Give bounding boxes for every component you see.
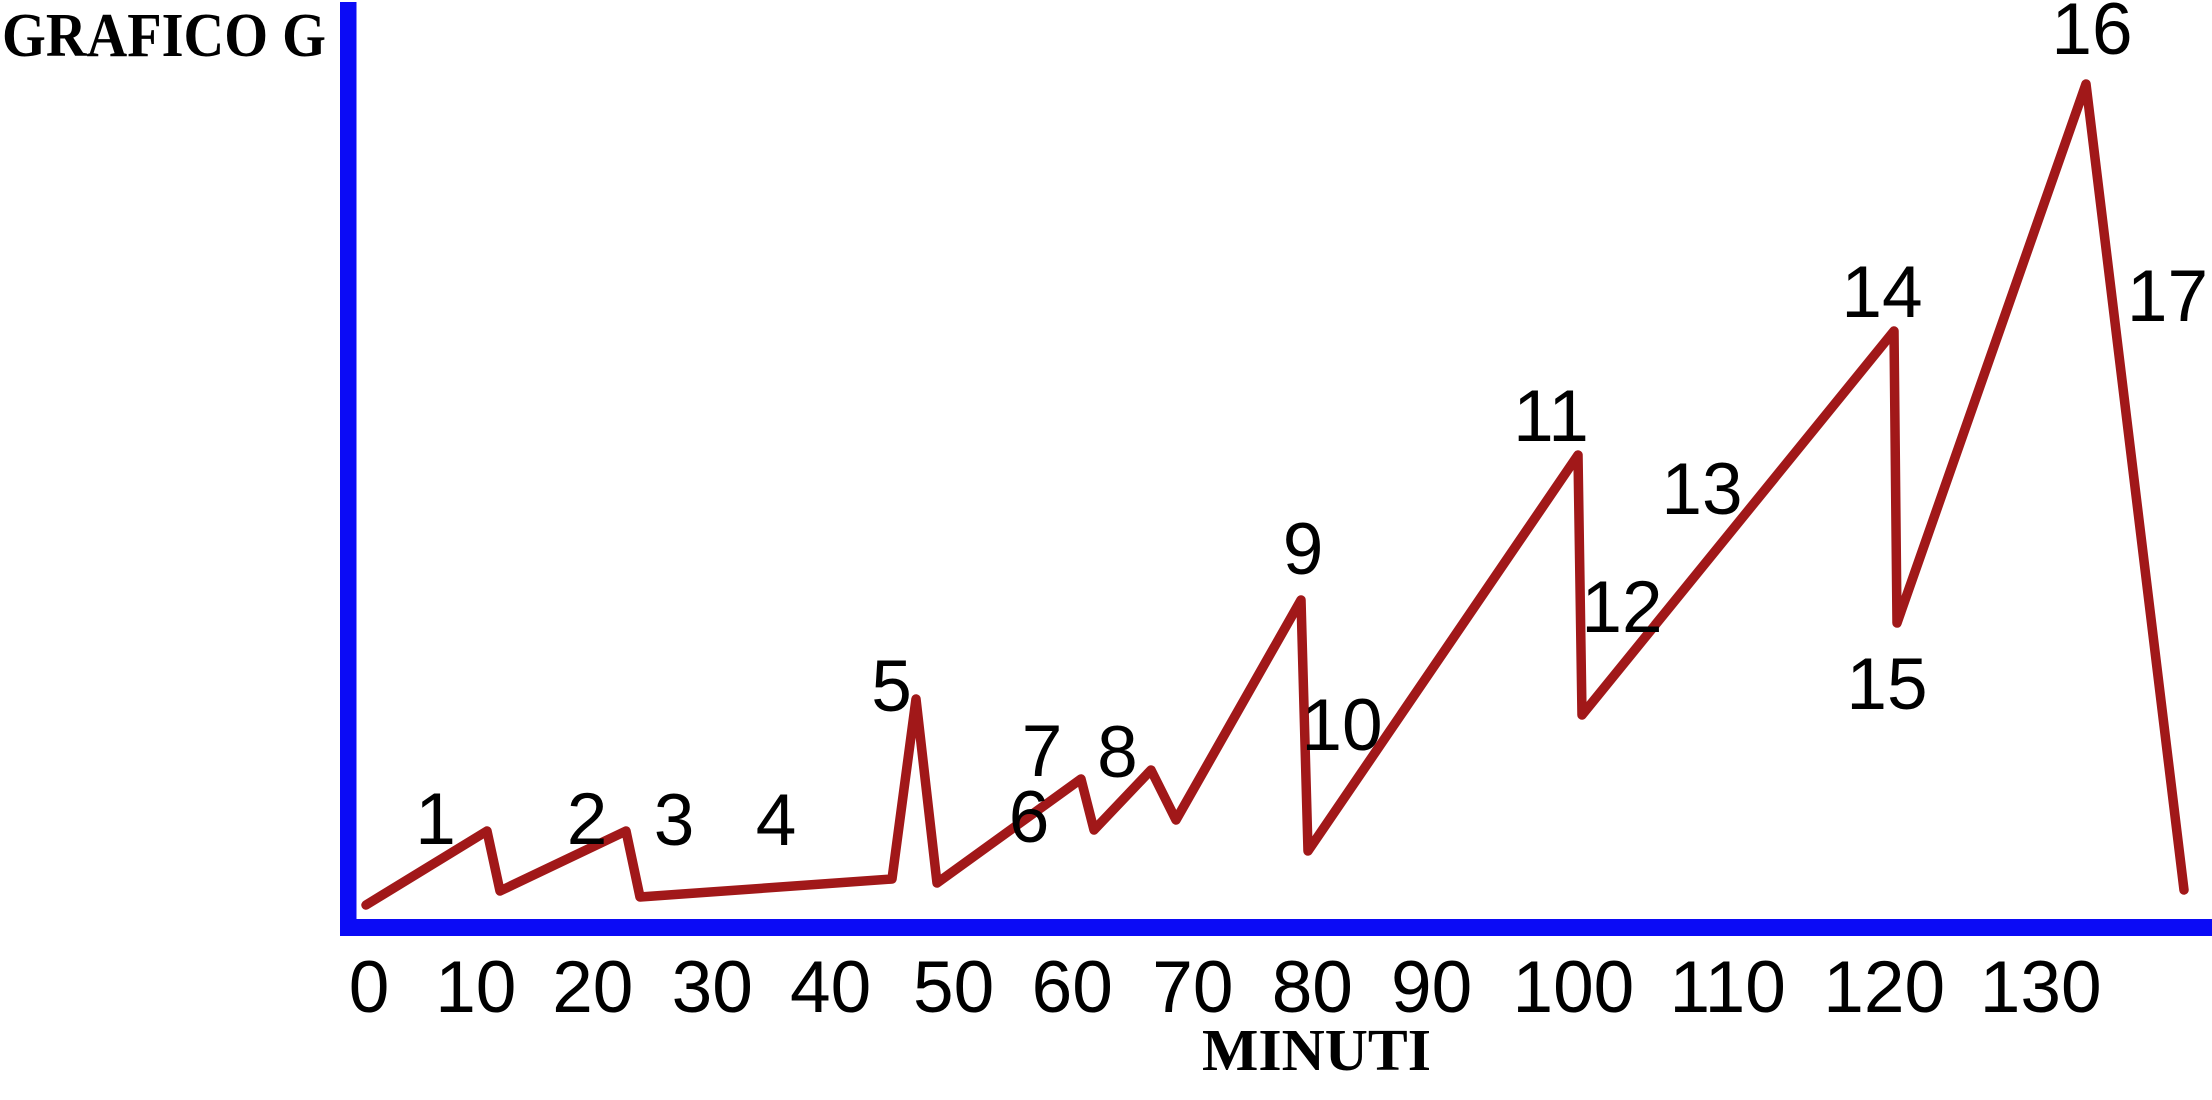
svg-text:120: 120 bbox=[1823, 947, 1945, 1028]
svg-text:1: 1 bbox=[415, 779, 456, 860]
svg-text:70: 70 bbox=[1152, 947, 1233, 1028]
svg-text:40: 40 bbox=[790, 947, 871, 1028]
svg-text:80: 80 bbox=[1272, 947, 1353, 1028]
svg-text:90: 90 bbox=[1391, 947, 1472, 1028]
svg-text:2: 2 bbox=[567, 779, 608, 860]
svg-text:9: 9 bbox=[1283, 509, 1324, 590]
svg-text:110: 110 bbox=[1670, 947, 1786, 1028]
svg-text:17: 17 bbox=[2127, 256, 2208, 337]
svg-text:10: 10 bbox=[435, 947, 516, 1028]
svg-text:20: 20 bbox=[552, 947, 633, 1028]
svg-text:10: 10 bbox=[1301, 685, 1382, 766]
svg-text:5: 5 bbox=[871, 646, 912, 727]
svg-text:16: 16 bbox=[2051, 0, 2132, 70]
svg-text:MINUTI: MINUTI bbox=[1202, 1017, 1431, 1083]
svg-text:7: 7 bbox=[1022, 711, 1063, 792]
svg-text:15: 15 bbox=[1846, 644, 1927, 725]
svg-text:100: 100 bbox=[1512, 947, 1634, 1028]
svg-text:60: 60 bbox=[1032, 947, 1113, 1028]
svg-text:0: 0 bbox=[349, 947, 390, 1028]
svg-text:3: 3 bbox=[654, 780, 695, 861]
svg-text:12: 12 bbox=[1581, 567, 1662, 648]
svg-text:50: 50 bbox=[913, 947, 994, 1028]
svg-text:13: 13 bbox=[1661, 449, 1742, 530]
svg-text:130: 130 bbox=[1980, 947, 2102, 1028]
svg-text:8: 8 bbox=[1097, 712, 1138, 793]
svg-text:6: 6 bbox=[1009, 777, 1050, 858]
svg-text:11: 11 bbox=[1513, 376, 1589, 457]
svg-text:4: 4 bbox=[756, 780, 797, 861]
svg-text:30: 30 bbox=[672, 947, 753, 1028]
svg-text:GRAFICO G: GRAFICO G bbox=[2, 2, 326, 70]
svg-text:14: 14 bbox=[1841, 252, 1922, 333]
